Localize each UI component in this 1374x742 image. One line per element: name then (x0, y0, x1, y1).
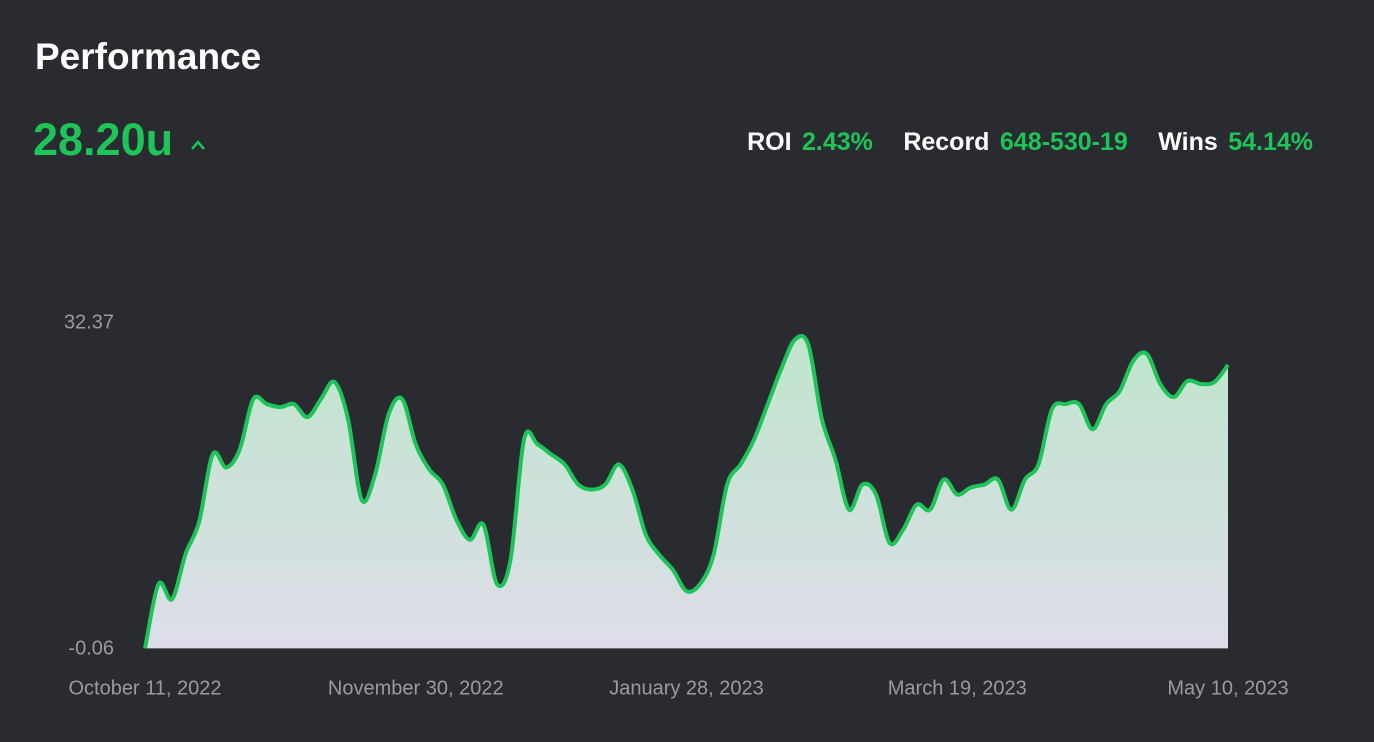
stat-value: 54.14% (1228, 128, 1313, 156)
x-tick-label: November 30, 2022 (328, 677, 504, 699)
x-tick-label: January 28, 2023 (609, 677, 764, 699)
stat-label: ROI (747, 128, 791, 156)
units-total: 28.20u (33, 114, 173, 165)
area-fill (145, 335, 1228, 649)
stats: ROI 2.43% Record 648-530-19 Wins 54.14% (747, 128, 1313, 156)
page-title: Performance (35, 36, 261, 77)
stat-value: 2.43% (802, 128, 873, 156)
stat-label: Wins (1158, 128, 1218, 156)
y-tick-label: -0.06 (68, 637, 114, 659)
up-caret-icon (191, 140, 205, 150)
performance-line (143, 333, 1230, 649)
stat-label: Record (903, 128, 989, 156)
stat-value: 648-530-19 (1000, 128, 1128, 156)
x-tick-label: May 10, 2023 (1167, 677, 1288, 699)
y-tick-label: 32.37 (64, 311, 114, 333)
x-tick-label: October 11, 2022 (68, 677, 221, 699)
x-tick-label: March 19, 2023 (888, 677, 1027, 699)
